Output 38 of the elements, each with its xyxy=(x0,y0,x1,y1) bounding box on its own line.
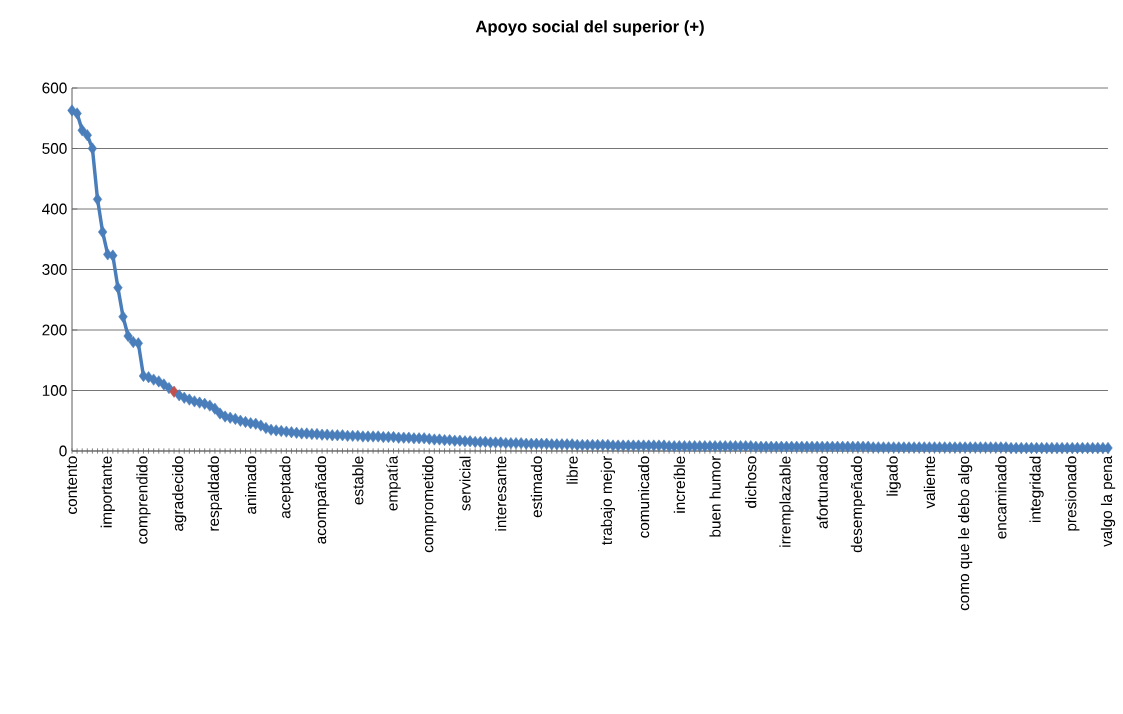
x-tick-label: desempeñado xyxy=(850,456,866,553)
x-tick-label: libre xyxy=(566,456,578,484)
y-tick-label: 400 xyxy=(42,203,67,215)
x-tick-label: estable xyxy=(352,456,364,505)
x-tick-label: respaldado xyxy=(207,456,223,531)
y-tick-label: 100 xyxy=(42,385,67,396)
y-tick-label: 0 xyxy=(59,445,67,457)
x-tick-label: empatía xyxy=(386,455,401,511)
x-tick-label: presionado xyxy=(1065,456,1080,531)
chart-title: Apoyo social del superior (+) xyxy=(475,20,704,36)
x-tick-label: valiente xyxy=(923,456,936,509)
x-tick-label: ligado xyxy=(886,456,901,496)
y-tick-label: 200 xyxy=(42,324,67,336)
x-tick-label: encaminado xyxy=(995,456,1007,539)
x-tick-label: increíble xyxy=(673,456,686,513)
x-tick-label: irremplazable xyxy=(779,456,794,547)
x-tick-label: acompañado xyxy=(314,456,330,544)
x-tick-label: comprometido xyxy=(422,456,437,553)
x-tick-label: como que le debo algo xyxy=(957,456,973,611)
x-tick-label: trabajo mejor xyxy=(600,456,616,545)
x-tick-label: interesante xyxy=(495,456,507,531)
y-tick-label: 600 xyxy=(42,82,67,94)
x-tick-label: estimado xyxy=(530,456,543,518)
x-tick-label: aceptado xyxy=(279,456,294,519)
x-tick-label: buen humor xyxy=(709,456,721,537)
x-tick-label: valgo la pena xyxy=(1100,455,1116,547)
x-tick-label: agradecido xyxy=(172,456,187,531)
y-tick-label: 300 xyxy=(42,264,67,275)
x-tick-label: afortunado xyxy=(816,456,828,529)
x-tick-label: integridad xyxy=(1029,456,1044,523)
x-tick-label: dichoso xyxy=(745,456,757,508)
x-tick-label: animado xyxy=(245,456,257,514)
x-tick-label: contento xyxy=(66,456,78,514)
x-tick-label: comprendido xyxy=(136,456,151,544)
x-tick-label: servicial xyxy=(459,456,471,511)
x-tick-label: importante xyxy=(100,456,115,528)
y-tick-label: 500 xyxy=(42,143,67,154)
x-tick-label: comunicado xyxy=(637,456,650,538)
